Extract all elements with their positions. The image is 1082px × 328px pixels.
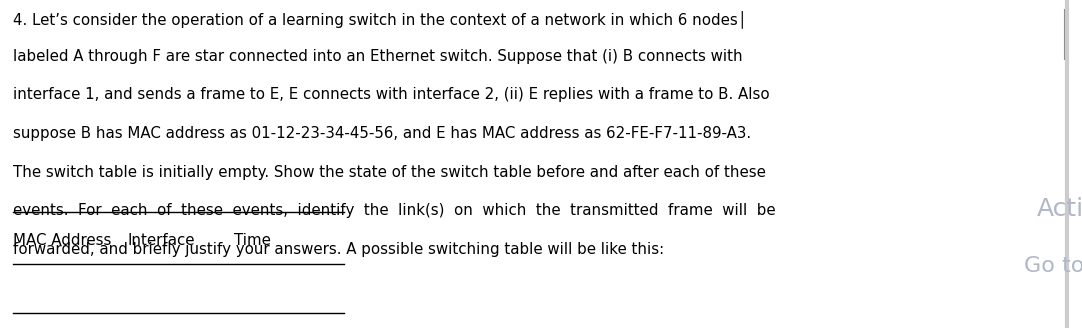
Text: MAC Address: MAC Address xyxy=(13,233,111,248)
Text: The switch table is initially empty. Show the state of the switch table before a: The switch table is initially empty. Sho… xyxy=(13,165,766,180)
Text: forwarded, and briefly justify your answers. A possible switching table will be : forwarded, and briefly justify your answ… xyxy=(13,242,664,257)
Text: Activa: Activa xyxy=(1037,197,1082,221)
Text: 4. Let’s consider the operation of a learning switch in the context of a network: 4. Let’s consider the operation of a lea… xyxy=(13,10,747,28)
Text: interface 1, and sends a frame to E, E connects with interface 2, (ii) E replies: interface 1, and sends a frame to E, E c… xyxy=(13,87,769,102)
Text: Time: Time xyxy=(234,233,270,248)
Text: labeled A through F are star connected into an Ethernet switch. Suppose that (i): labeled A through F are star connected i… xyxy=(13,49,742,64)
Text: Go to S: Go to S xyxy=(1024,256,1082,276)
Text: Interface: Interface xyxy=(128,233,195,248)
Text: suppose B has MAC address as 01-12-23-34-45-56, and E has MAC address as 62-FE-F: suppose B has MAC address as 01-12-23-34… xyxy=(13,126,751,141)
Text: events.  For  each  of  these  events,  identify  the  link(s)  on  which  the  : events. For each of these events, identi… xyxy=(13,203,776,218)
